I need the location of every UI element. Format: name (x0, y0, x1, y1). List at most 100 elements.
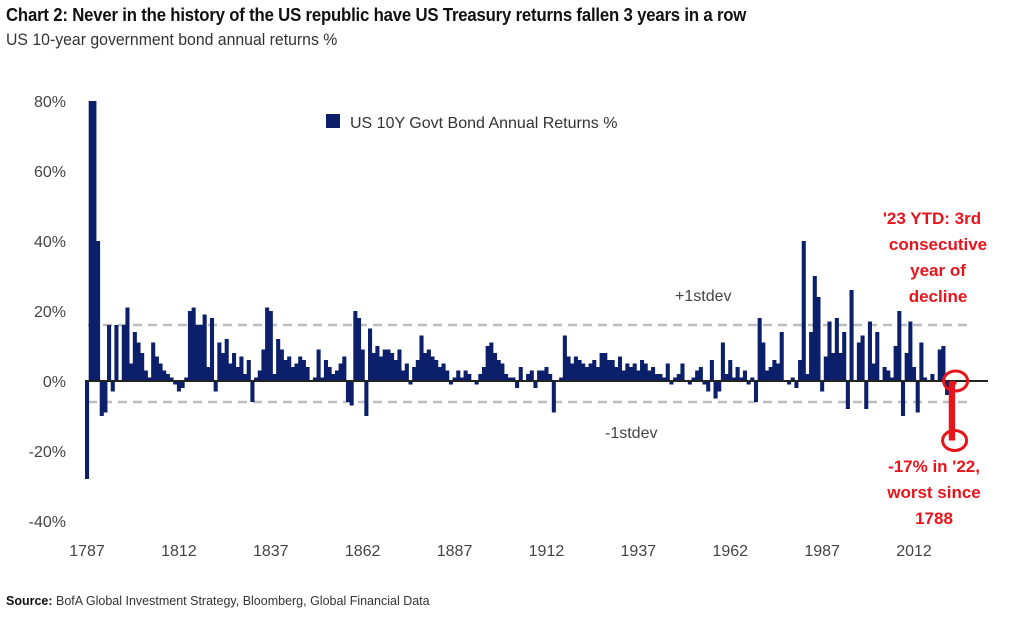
bar-1927 (599, 353, 604, 381)
bar-1935 (628, 367, 634, 381)
bar-1855 (334, 370, 340, 381)
bar-1988 (823, 356, 828, 381)
bar-1964 (735, 367, 740, 381)
bar-1865 (371, 353, 376, 381)
bar-1917 (562, 335, 567, 381)
bar-1871 (393, 360, 398, 381)
bar-1857 (342, 356, 347, 381)
chart-title: Chart 2: Never in the history of the US … (6, 5, 747, 25)
bar-1901 (504, 374, 509, 381)
bar-1878 (419, 335, 424, 381)
x-tick-label: 1787 (69, 543, 105, 560)
bar-1884 (441, 363, 446, 381)
bar-1835 (261, 349, 266, 381)
bar-1880 (426, 349, 431, 381)
bar-1832 (250, 381, 255, 402)
bar-1817 (195, 325, 200, 381)
bar-1912 (544, 367, 549, 381)
bar-1807 (158, 363, 163, 381)
bar-1886 (448, 381, 453, 385)
bar-1823 (217, 342, 222, 381)
chart-subtitle: US 10-year government bond annual return… (6, 30, 338, 49)
bar-1867 (379, 356, 384, 381)
bar-1844 (294, 363, 299, 381)
bar-1951 (687, 381, 692, 385)
bar-1959 (717, 381, 722, 392)
bar-2008 (897, 311, 902, 381)
bar-1800 (132, 332, 137, 381)
bar-1998 (860, 335, 865, 381)
bar-1925 (592, 360, 597, 381)
bar-1795 (114, 325, 119, 381)
bar-1975 (776, 363, 781, 381)
x-tick-label: 1912 (529, 543, 565, 560)
bar-1803 (143, 370, 148, 381)
bar-1873 (401, 370, 406, 381)
bar-1792 (103, 381, 108, 413)
bar-1837 (268, 311, 273, 381)
bar-1815 (187, 311, 192, 381)
bar-1852 (323, 360, 328, 381)
bar-1929 (606, 360, 612, 381)
bar-1944 (662, 377, 667, 381)
bar-2007 (893, 346, 898, 381)
bar-1907 (526, 374, 531, 381)
bar-1808 (162, 370, 167, 381)
bar-1891 (467, 374, 472, 381)
bar-1834 (257, 370, 262, 381)
bar-1979 (790, 377, 795, 381)
bar-1820 (206, 367, 211, 381)
bar-1963 (731, 377, 736, 381)
bar-2001 (871, 363, 876, 381)
bar-1825 (224, 339, 229, 381)
minus-stdev-label: -1stdev (605, 425, 657, 442)
bar-1899 (496, 360, 501, 381)
bar-2004 (882, 367, 887, 381)
bar-1983 (805, 374, 810, 381)
bar-1939 (643, 363, 648, 381)
bar-1921 (577, 360, 582, 381)
bar-1838 (272, 374, 277, 381)
bar-1840 (279, 349, 284, 381)
bar-2006 (889, 377, 895, 381)
bar-1947 (673, 377, 678, 381)
bar-1833 (254, 377, 259, 381)
bar-1811 (173, 381, 178, 385)
annotation-ytd-line: consecutive (889, 235, 987, 254)
source-text: BofA Global Investment Strategy, Bloombe… (52, 594, 430, 608)
bar-1999 (864, 381, 869, 409)
bar-1847 (305, 367, 310, 381)
bar-1887 (452, 377, 457, 381)
annotation-ytd-line: decline (909, 287, 968, 306)
bar-1955 (702, 381, 707, 385)
bar-1812 (176, 381, 181, 392)
bar-1919 (570, 363, 575, 381)
bar-1851 (320, 377, 325, 381)
bar-1866 (375, 346, 380, 381)
bar-1972 (764, 370, 770, 381)
bar-1794 (110, 381, 115, 392)
bar-1946 (669, 381, 674, 385)
bar-1824 (220, 353, 226, 381)
bar-1831 (246, 360, 251, 381)
bar-1814 (184, 377, 189, 381)
bar-1956 (706, 381, 711, 392)
bar-1842 (287, 356, 292, 381)
bar-1920 (573, 356, 578, 381)
bar-2015 (923, 377, 928, 381)
bar-1813 (180, 381, 185, 388)
bar-1940 (647, 370, 652, 381)
bar-1898 (492, 353, 498, 381)
bar-1883 (437, 367, 442, 381)
bar-1856 (338, 363, 343, 381)
bar-1958 (713, 381, 718, 399)
bar-1931 (614, 367, 619, 381)
bar-1995 (849, 290, 854, 381)
bar-1845 (298, 356, 303, 381)
bar-1885 (445, 370, 450, 381)
bar-1962 (728, 360, 733, 381)
x-tick-label: 1962 (712, 543, 748, 560)
bar-1981 (798, 360, 803, 381)
y-tick-label: -20% (29, 444, 66, 461)
bar-1876 (412, 367, 417, 381)
